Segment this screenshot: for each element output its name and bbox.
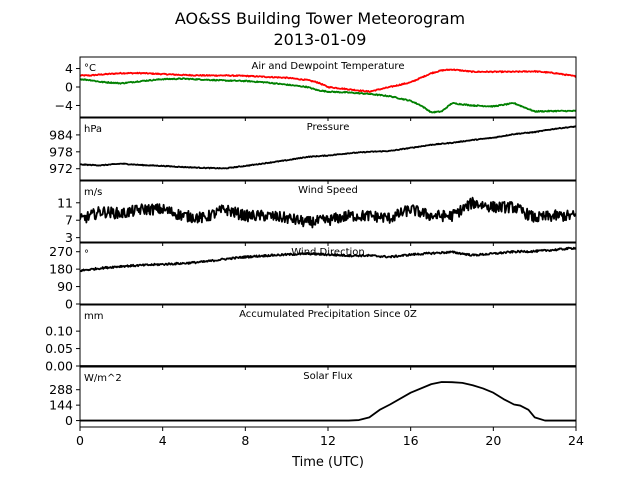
- series-line-temperature-1: [80, 77, 576, 114]
- unit-label-precipitation: mm: [84, 311, 103, 322]
- x-tick-label-3: 12: [320, 433, 336, 448]
- y-tick-label-precipitation-1: 0.05: [45, 341, 73, 356]
- panels-group: 4 0 −4 °C Air and Dewpoint Temperature 984 978…: [45, 56, 577, 431]
- x-tick-label-4: 16: [403, 433, 419, 448]
- x-tick-label-2: 8: [241, 433, 249, 448]
- series-line-pressure-0: [80, 125, 576, 170]
- y-tick-label-wind-speed-0: 11: [57, 195, 73, 210]
- y-tick-label-wind-direction-3: 0: [65, 297, 73, 312]
- panel-wind-direction: 270 180 90 0 ° Wind Direction: [49, 242, 577, 312]
- figure-title-line2: 2013-01-09: [274, 30, 367, 49]
- series-line-wind-direction-0: [80, 246, 576, 273]
- unit-label-wind-direction: °: [84, 249, 89, 260]
- y-tick-label-pressure-2: 972: [49, 161, 73, 176]
- unit-label-solar-flux: W/m^2: [84, 373, 122, 384]
- series-line-solar-flux-0: [80, 381, 576, 422]
- panel-title-wind-speed: Wind Speed: [298, 185, 358, 196]
- y-tick-label-pressure-1: 978: [49, 144, 73, 159]
- y-tick-label-wind-speed-1: 7: [65, 213, 73, 228]
- figure-title-line1: AO&SS Building Tower Meteorogram: [175, 9, 465, 28]
- panel-title-wind-direction: Wind Direction: [291, 247, 365, 258]
- unit-label-pressure: hPa: [84, 124, 102, 135]
- y-tick-label-precipitation-0: 0.10: [45, 324, 73, 339]
- y-tick-label-temperature-0: 4: [65, 61, 73, 76]
- series-line-temperature-0: [80, 68, 576, 93]
- unit-label-wind-speed: m/s: [84, 187, 102, 198]
- x-axis-label: Time (UTC): [291, 455, 364, 470]
- x-tick-label-1: 4: [159, 433, 167, 448]
- panel-title-solar-flux: Solar Flux: [303, 371, 353, 382]
- y-tick-label-precipitation-2: 0.00: [45, 359, 73, 374]
- y-tick-label-wind-direction-2: 90: [57, 279, 73, 294]
- y-tick-label-solar-flux-0: 288: [49, 382, 73, 397]
- x-axis: 0 4 8 12 16 20 24: [76, 433, 584, 448]
- panel-title-pressure: Pressure: [307, 122, 350, 133]
- panel-title-temperature: Air and Dewpoint Temperature: [252, 61, 405, 72]
- panel-wind-speed: 11 7 3 m/s Wind Speed: [57, 180, 577, 246]
- panel-pressure: 984 978 972 hPa Pressure: [49, 117, 577, 184]
- panel-temperature: 4 0 −4 °C Air and Dewpoint Temperature: [55, 56, 577, 121]
- panel-precipitation: 0.10 0.05 0.00 mm Accumulated Precipitation …: [45, 304, 577, 374]
- x-tick-label-6: 24: [568, 433, 584, 448]
- y-tick-label-wind-direction-1: 180: [49, 262, 73, 277]
- panel-title-precipitation: Accumulated Precipitation Since 0Z: [239, 309, 417, 320]
- x-tick-label-0: 0: [76, 433, 84, 448]
- y-tick-label-pressure-0: 984: [49, 127, 73, 142]
- series-line-wind-speed-0: [80, 196, 576, 229]
- y-tick-label-temperature-2: −4: [55, 98, 73, 113]
- y-tick-label-wind-direction-0: 270: [49, 244, 73, 259]
- y-tick-label-solar-flux-2: 0: [65, 413, 73, 428]
- unit-label-temperature: °C: [84, 63, 96, 74]
- y-tick-label-temperature-1: 0: [65, 80, 73, 95]
- x-tick-label-5: 20: [485, 433, 501, 448]
- y-tick-label-wind-speed-2: 3: [65, 230, 73, 245]
- y-tick-label-solar-flux-1: 144: [49, 398, 73, 413]
